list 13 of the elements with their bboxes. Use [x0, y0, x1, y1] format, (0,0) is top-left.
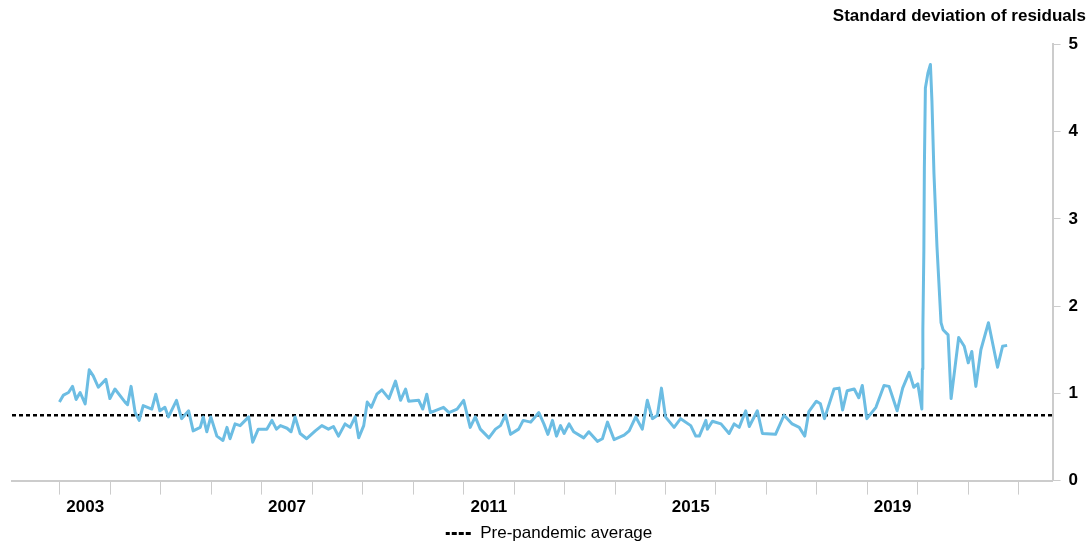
x-tick-label: 2015	[671, 497, 710, 517]
x-tick-label: 2007	[268, 497, 306, 517]
x-tick-label: 2011	[470, 497, 508, 517]
y-tick-label: 4	[1068, 121, 1079, 141]
x-tick-label: 2003	[66, 497, 105, 517]
y-tick-label: 5	[1068, 34, 1079, 54]
y-tick-label: 3	[1068, 208, 1079, 228]
x-tick-label: 2019	[873, 497, 912, 517]
y-tick-label: 0	[1068, 470, 1079, 490]
y-axis-title: Standard deviation of residuals	[832, 5, 1086, 25]
legend-label: Pre-pandemic average	[480, 523, 653, 543]
y-tick-label: 1	[1068, 383, 1079, 403]
y-tick-label: 2	[1068, 295, 1079, 315]
